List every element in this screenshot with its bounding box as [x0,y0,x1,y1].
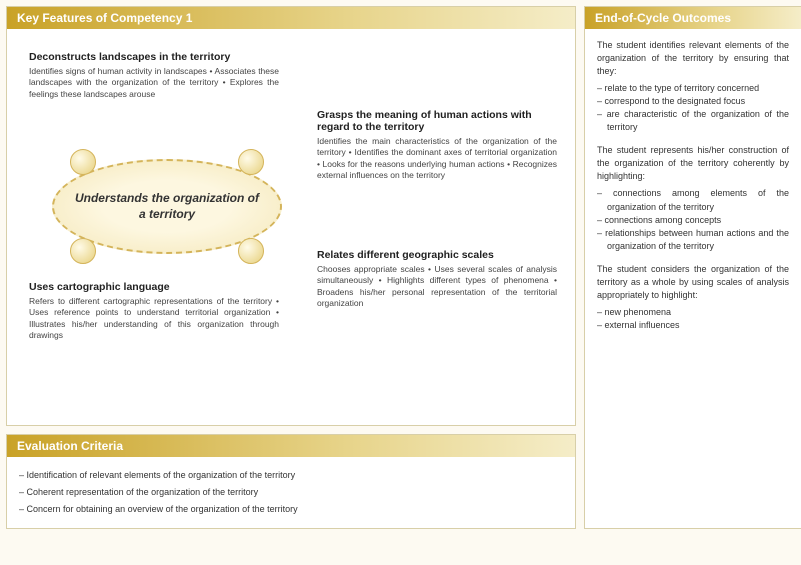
feature-deconstructs: Deconstructs landscapes in the territory… [29,51,279,100]
list-item: relationships between human actions and … [597,227,789,253]
panel-evaluation: Evaluation Criteria Identification of re… [6,434,576,529]
list-item: external influences [597,319,789,332]
panel-key-features: Key Features of Competency 1 Deconstruct… [6,6,576,426]
list-item: connections among elements of the organi… [597,187,789,213]
hub-node-icon [70,149,96,175]
list-item: new phenomena [597,306,789,319]
list-item: connections among concepts [597,214,789,227]
key-features-title: Key Features of Competency 1 [7,7,575,29]
list-item: Identification of relevant elements of t… [19,467,563,484]
hub-node-icon [238,149,264,175]
page-root: Key Features of Competency 1 Deconstruct… [0,0,801,535]
feature-body: Refers to different cartographic represe… [29,296,279,342]
feature-heading: Grasps the meaning of human actions with… [317,109,557,133]
hub-label: Understands the organization of a territ… [72,191,262,222]
outcomes-para: The student considers the organization o… [597,263,789,302]
feature-body: Chooses appropriate scales • Uses severa… [317,264,557,310]
list-item: are characteristic of the organization o… [597,108,789,134]
evaluation-list: Identification of relevant elements of t… [19,467,563,518]
outcomes-list: relate to the type of territory concerne… [597,82,789,134]
list-item: Concern for obtaining an overview of the… [19,501,563,518]
feature-heading: Uses cartographic language [29,281,279,293]
key-features-body: Deconstructs landscapes in the territory… [7,29,575,423]
feature-body: Identifies the main characteristics of t… [317,136,557,182]
outcomes-title: End-of-Cycle Outcomes [585,7,801,29]
list-item: Coherent representation of the organizat… [19,484,563,501]
hub-node-icon [70,238,96,264]
feature-cartographic: Uses cartographic language Refers to dif… [29,281,279,342]
hub-node-icon [238,238,264,264]
list-item: relate to the type of territory concerne… [597,82,789,95]
feature-body: Identifies signs of human activity in la… [29,66,279,100]
outcomes-list: new phenomena external influences [597,306,789,332]
evaluation-body: Identification of relevant elements of t… [7,457,575,528]
evaluation-title: Evaluation Criteria [7,435,575,457]
feature-heading: Relates different geographic scales [317,249,557,261]
feature-heading: Deconstructs landscapes in the territory [29,51,279,63]
outcomes-para: The student identifies relevant elements… [597,39,789,78]
outcomes-para: The student represents his/her construct… [597,144,789,183]
outcomes-body: The student identifies relevant elements… [585,29,801,352]
outcomes-list: connections among elements of the organi… [597,187,789,252]
feature-scales: Relates different geographic scales Choo… [317,249,557,310]
panel-outcomes: End-of-Cycle Outcomes The student identi… [584,6,801,529]
feature-grasps: Grasps the meaning of human actions with… [317,109,557,182]
list-item: correspond to the designated focus [597,95,789,108]
hub-diagram: Understands the organization of a territ… [52,159,282,254]
